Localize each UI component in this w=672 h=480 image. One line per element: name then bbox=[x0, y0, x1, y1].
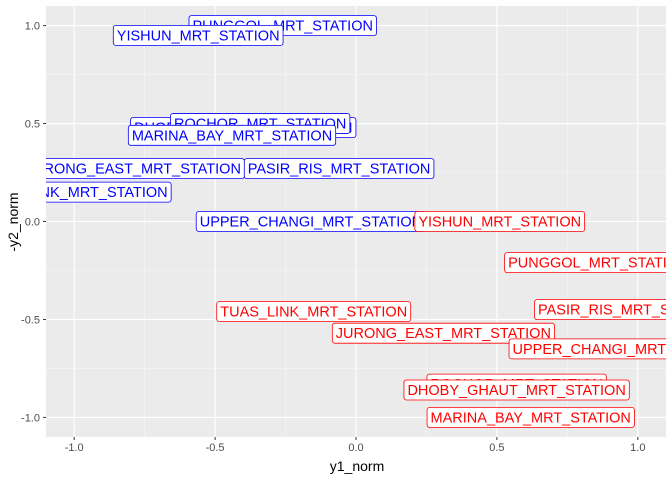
point-label-red: JURONG_EAST_MRT_STATION bbox=[331, 322, 555, 344]
point-labels: PUNGGOL_MRT_STATION YISHUN_MRT_STATION DHO… bbox=[0, 15, 672, 428]
label-text: UPPER_CHANGI_MRT_STATION bbox=[513, 342, 672, 358]
y-axis-ticks: -1.0 -0.5 0.0 0.5 1.0 bbox=[21, 21, 46, 424]
point-label-red: DHOBY_GHAUT_MRT_STATION bbox=[403, 379, 630, 401]
x-axis-title: y1_norm bbox=[330, 458, 384, 474]
label-box bbox=[534, 299, 666, 321]
y-tick-label: 0.0 bbox=[25, 217, 40, 229]
label-box bbox=[403, 379, 630, 401]
label-box bbox=[243, 158, 435, 180]
label-text: MARINA_BAY_MRT_STATION bbox=[431, 410, 631, 426]
label-text: YISHUN_MRT_STATION bbox=[117, 28, 280, 44]
y-tick-label: 0.5 bbox=[25, 119, 40, 131]
label-text: TUAS_LINK_MRT_STATION bbox=[220, 305, 407, 321]
point-label-blue: YISHUN_MRT_STATION bbox=[112, 24, 284, 46]
label-box bbox=[112, 24, 284, 46]
label-box bbox=[426, 407, 635, 428]
point-label-red: PUNGGOL_MRT_STATION bbox=[504, 252, 672, 274]
label-text: DHOBY_GHAUT_MRT_STATION bbox=[407, 383, 625, 399]
point-label-blue: TUAS_LINK_MRT_STATION bbox=[0, 181, 172, 203]
label-text: JURONG_EAST_MRT_STATION bbox=[26, 162, 241, 178]
label-text: YISHUN_MRT_STATION bbox=[418, 215, 581, 231]
point-label-red: MARINA_BAY_MRT_STATION bbox=[426, 407, 635, 428]
label-box bbox=[508, 338, 666, 360]
label-text: JURONG_EAST_MRT_STATION bbox=[336, 326, 551, 342]
point-label-red: TUAS_LINK_MRT_STATION bbox=[216, 301, 412, 323]
label-box bbox=[216, 301, 412, 323]
label-box bbox=[127, 124, 337, 146]
label-text: PUNGGOL_MRT_STATION bbox=[508, 256, 672, 272]
label-text: PASIR_RIS_MRT_STATION bbox=[248, 162, 431, 178]
label-text: UPPER_CHANGI_MRT_STATION bbox=[200, 215, 422, 231]
point-label-blue: PASIR_RIS_MRT_STATION bbox=[243, 158, 435, 180]
point-label-red: UPPER_CHANGI_MRT_STATION bbox=[508, 338, 672, 360]
label-text: PASIR_RIS_MRT_STATION bbox=[538, 303, 672, 319]
x-tick-label: -1.0 bbox=[65, 442, 84, 454]
label-box bbox=[504, 252, 666, 274]
x-tick-label: 0.5 bbox=[489, 442, 504, 454]
point-label-blue: MARINA_BAY_MRT_STATION bbox=[127, 124, 337, 146]
y-tick-label: -0.5 bbox=[21, 314, 40, 326]
label-text: TUAS_LINK_MRT_STATION bbox=[0, 185, 168, 201]
x-tick-label: -0.5 bbox=[206, 442, 225, 454]
x-tick-label: 1.0 bbox=[630, 442, 645, 454]
point-label-red: YISHUN_MRT_STATION bbox=[414, 211, 586, 232]
label-box bbox=[46, 181, 172, 203]
x-tick-label: 0.0 bbox=[348, 442, 363, 454]
point-label-red: PASIR_RIS_MRT_STATION bbox=[534, 299, 672, 321]
x-axis-ticks: -1.0 -0.5 0.0 0.5 1.0 bbox=[65, 437, 645, 454]
y-tick-label: 1.0 bbox=[25, 21, 40, 33]
y-tick-label: -1.0 bbox=[21, 412, 40, 424]
label-box bbox=[414, 211, 586, 232]
label-text: MARINA_BAY_MRT_STATION bbox=[132, 128, 332, 144]
y-axis-title: -y2_norm bbox=[5, 192, 21, 251]
label-box bbox=[331, 322, 555, 344]
point-label-blue: UPPER_CHANGI_MRT_STATION bbox=[195, 211, 426, 232]
point-label-blue: JURONG_EAST_MRT_STATION bbox=[26, 158, 245, 180]
